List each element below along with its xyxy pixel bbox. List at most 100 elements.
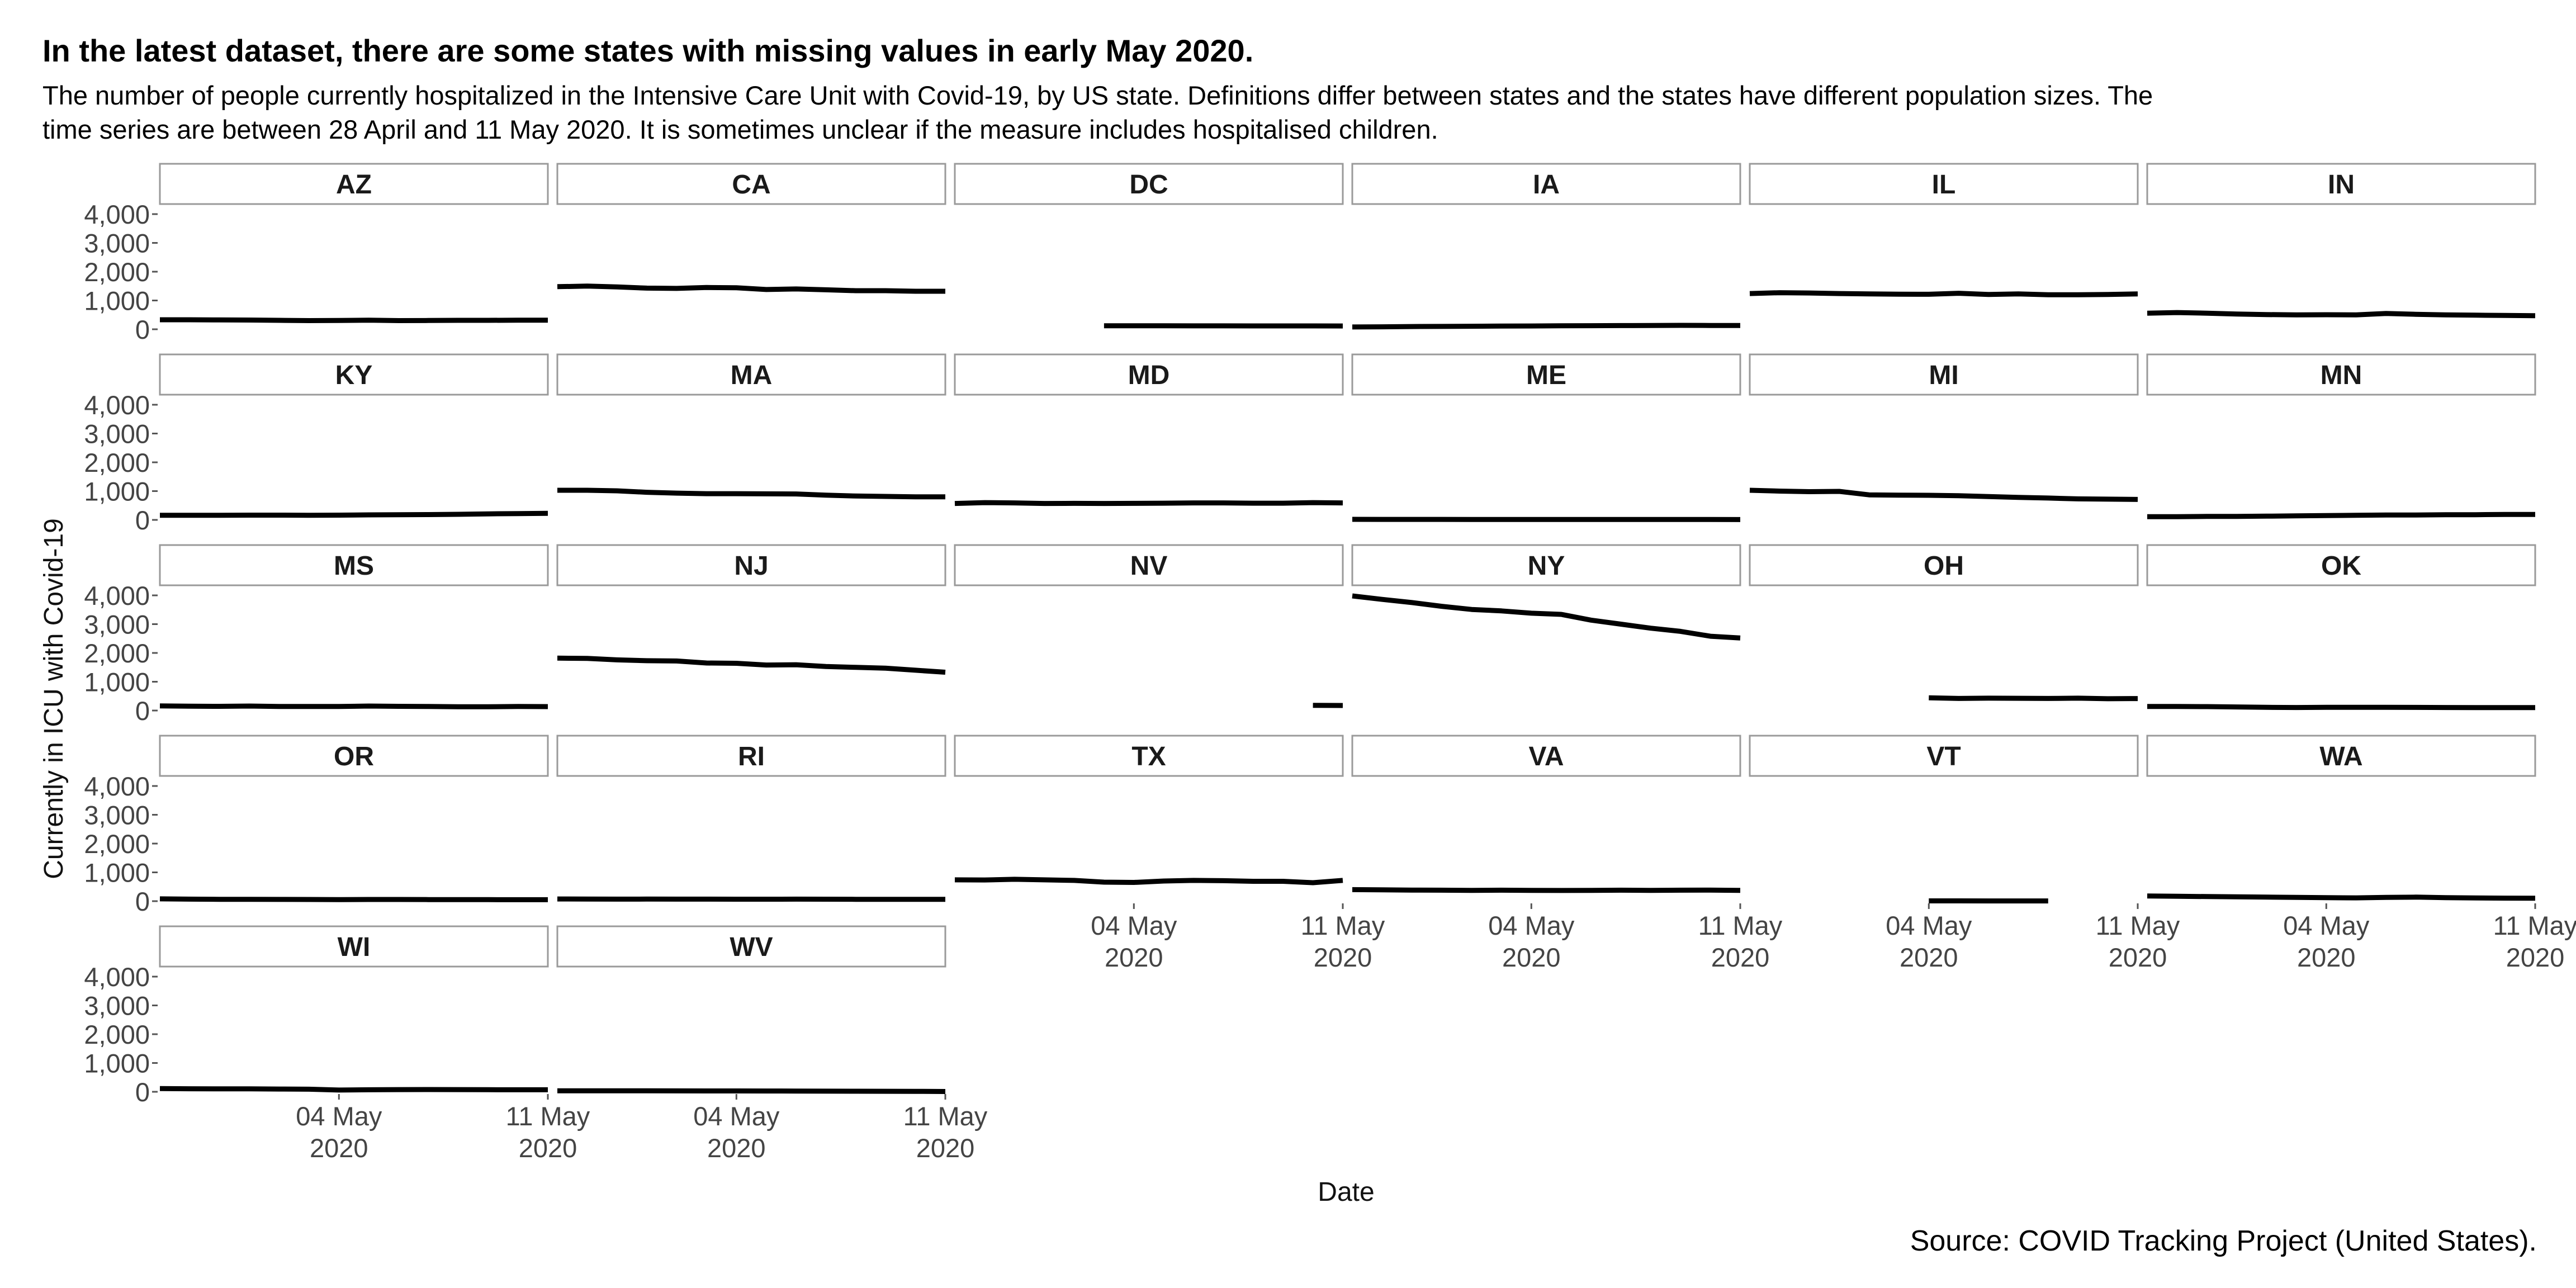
strip-label-me: ME [1526, 361, 1566, 390]
x-tick-label: 04 May [1488, 911, 1575, 940]
panel-ia: IA [1351, 163, 1741, 330]
strip-label-wi: WI [338, 932, 371, 962]
strip-label-or: OR [334, 742, 374, 771]
x-tick-label-year: 2020 [310, 1133, 368, 1163]
series-line-tx [954, 877, 1343, 886]
strip-tx [954, 735, 1344, 777]
x-tick-label: 11 May [903, 1101, 988, 1131]
strip-md [954, 353, 1344, 396]
y-axis-title: Currently in ICU with Covid-19 [39, 518, 69, 879]
strip-label-ia: IA [1533, 170, 1560, 200]
x-axis-title: Date [1318, 1177, 1374, 1207]
strip-wi [159, 925, 549, 968]
strip-label-ny: NY [1528, 551, 1565, 581]
x-tick-label: 11 May [1301, 911, 1385, 940]
strip-label-oh: OH [1924, 551, 1964, 581]
y-tick-label: 3,000 [84, 610, 150, 640]
strip-il [1749, 163, 2139, 205]
panel-ma: MA [556, 353, 946, 500]
panel-wa: WA 04 May 2020 11 May 2020 [2146, 735, 2576, 972]
strip-mn [2146, 353, 2536, 396]
series-line-ms [159, 703, 548, 709]
panel-nj: NJ [556, 544, 946, 675]
panel-il: IL [1749, 163, 2139, 297]
y-tick-label: 1,000 [84, 1049, 150, 1078]
x-tick-label-year: 2020 [1502, 943, 1561, 972]
strip-label-vt: VT [1926, 742, 1961, 771]
x-tick-label: 04 May [1091, 911, 1177, 940]
panel-ca: CA [556, 163, 946, 294]
series-line-or [159, 896, 548, 902]
strip-or [159, 735, 549, 777]
series-line-ca [557, 283, 945, 294]
strip-label-dc: DC [1129, 170, 1168, 200]
strip-label-il: IL [1932, 170, 1956, 200]
y-tick-label: 1,000 [84, 477, 150, 506]
strip-dc [954, 163, 1344, 205]
strip-ca [556, 163, 946, 205]
x-tick-label-year: 2020 [1314, 943, 1372, 972]
chart-subtitle: The number of people currently hospitali… [42, 80, 2153, 144]
strip-label-mi: MI [1929, 361, 1958, 390]
x-tick-label: 04 May [1886, 911, 1972, 940]
strip-label-va: VA [1528, 742, 1564, 771]
y-tick-label: 4,000 [84, 962, 150, 992]
strip-ia [1351, 163, 1741, 205]
strip-label-wv: WV [730, 932, 773, 962]
x-tick-label: 11 May [2493, 911, 2576, 940]
series-line-oh [1929, 695, 2138, 702]
strip-ky [159, 353, 549, 396]
x-tick-label-year: 2020 [2109, 943, 2167, 972]
strip-va [1351, 735, 1741, 777]
strip-label-ma: MA [731, 361, 773, 390]
series-line-ky [160, 510, 548, 518]
series-line-ok [2147, 704, 2535, 711]
series-line-ma [557, 487, 945, 500]
strip-label-az: AZ [336, 170, 372, 200]
series-line-wa [2147, 893, 2536, 901]
panel-me: ME [1351, 353, 1741, 522]
panel-nv: NV [954, 544, 1344, 708]
y-tick-label: 2,000 [84, 1020, 150, 1049]
y-tick-label: 3,000 [84, 229, 150, 258]
series-line-ny [1352, 593, 1741, 641]
strip-label-md: MD [1128, 361, 1170, 390]
strip-vt [1749, 735, 2139, 777]
strip-label-tx: TX [1131, 742, 1166, 771]
x-tick-label: 04 May [2283, 911, 2370, 940]
strip-ma [556, 353, 946, 396]
x-tick-label-year: 2020 [519, 1133, 577, 1163]
panel-vt: VT 04 May 2020 11 May 2020 [1749, 735, 2180, 972]
panel-oh: OH [1749, 544, 2139, 702]
strip-ny [1351, 544, 1741, 586]
strip-mi [1749, 353, 2139, 396]
series-line-ia [1352, 323, 1741, 330]
x-tick-label-year: 2020 [707, 1133, 766, 1163]
y-tick-label: 2,000 [84, 448, 150, 477]
x-tick-label-year: 2020 [916, 1133, 975, 1163]
y-tick-label: 4,000 [84, 771, 150, 801]
strip-nj [556, 544, 946, 586]
y-tick-label: 2,000 [84, 638, 150, 668]
x-tick-label: 04 May [693, 1101, 780, 1131]
panel-ny: NY [1351, 544, 1741, 641]
strip-nv [954, 544, 1344, 586]
panel-ri: RI [556, 735, 946, 902]
strip-label-nj: NJ [734, 551, 768, 581]
y-tick-label: 2,000 [84, 829, 150, 859]
panel-dc: DC [954, 163, 1344, 329]
x-tick-label-year: 2020 [2506, 943, 2565, 972]
strip-wa [2146, 735, 2536, 777]
panel-in: IN [2146, 163, 2536, 319]
chart-caption: Source: COVID Tracking Project (United S… [1910, 1225, 2537, 1257]
x-tick-label-year: 2020 [1900, 943, 1958, 972]
series-line-in [2147, 310, 2536, 319]
